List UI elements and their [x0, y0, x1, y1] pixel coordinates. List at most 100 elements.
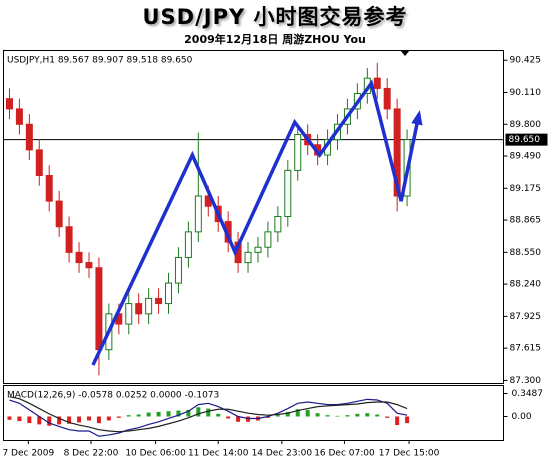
candle-body	[45, 175, 53, 202]
last-price-box	[505, 133, 548, 146]
candle-body	[284, 169, 292, 217]
price-panel	[3, 50, 504, 384]
candle-body	[294, 134, 302, 171]
candle-body	[373, 77, 381, 89]
macd-histogram-bar	[67, 416, 72, 424]
candle-body	[194, 195, 202, 233]
macd-histogram-bar	[166, 411, 171, 417]
macd-histogram-bar	[77, 416, 82, 423]
macd-histogram-bar	[136, 414, 141, 417]
candle-body	[393, 108, 401, 197]
macd-histogram-bar	[375, 414, 380, 417]
x-tick-label: 17 Dec 15:00	[379, 449, 440, 459]
macd-histogram-bar	[196, 407, 201, 417]
macd-histogram-bar	[57, 416, 62, 425]
candle-body	[15, 108, 23, 125]
zigzag-arrowhead	[411, 110, 423, 126]
candle-body	[383, 87, 391, 110]
macd-histogram-bar	[126, 415, 131, 417]
y-tick-label: 0.00	[512, 412, 532, 422]
macd-histogram-bar	[315, 413, 320, 417]
macd-histogram-bar	[265, 416, 270, 418]
chart-title: USD/JPY 小时图交易参考	[143, 5, 408, 29]
macd-histogram-bar	[236, 416, 241, 422]
zigzag-line	[91, 79, 421, 366]
shift-marker	[400, 50, 410, 56]
macd-histogram-bar	[365, 413, 370, 417]
macd-histogram-bar	[246, 416, 251, 422]
candle-body	[274, 215, 282, 233]
macd-histogram-bar	[156, 411, 161, 417]
candle-body	[55, 200, 63, 228]
candle-body	[85, 262, 93, 269]
candle-body	[145, 297, 153, 315]
chart-subtitle: 2009年12月18日 周游ZHOU You	[184, 32, 366, 46]
x-tick-label: 11 Dec 14:00	[188, 449, 249, 459]
candle-body	[65, 226, 73, 253]
macd-histogram-bar	[106, 416, 111, 421]
candle-body	[174, 256, 182, 284]
macd-histogram-bar	[295, 409, 300, 417]
macd-histogram-bar	[186, 409, 191, 417]
y-tick-label: 88.240	[510, 280, 542, 290]
macd-histogram-bar	[17, 416, 22, 422]
candle-body	[264, 231, 272, 248]
y-tick-label: 90.425	[510, 56, 542, 66]
candle-body	[75, 251, 83, 264]
candle-body	[244, 251, 252, 264]
candle-body	[184, 231, 192, 258]
macd-histogram-bar	[96, 416, 101, 424]
candle-body	[254, 246, 262, 253]
x-tick-label: 16 Dec 07:00	[314, 449, 375, 459]
macd-histogram-bar	[116, 416, 121, 418]
macd-histogram-bar	[37, 416, 42, 425]
price-header: USDJPY,H1 89.567 89.907 89.518 89.650	[7, 56, 193, 66]
y-tick-label: 87.925	[510, 312, 542, 322]
macd-histogram-bar	[405, 416, 410, 424]
macd-histogram-bar	[176, 410, 181, 417]
macd-histogram-bar	[325, 415, 330, 417]
macd-header: MACD(12,26,9) -0.0578 0.0252 0.0000 -0.1…	[7, 391, 219, 401]
candle-body	[95, 267, 103, 351]
macd-histogram-bar	[335, 415, 340, 417]
macd-histogram-bar	[27, 416, 32, 424]
y-tick-label: 88.865	[510, 216, 542, 226]
candle-body	[25, 123, 33, 151]
macd-histogram-bar	[385, 416, 390, 418]
y-tick-label: 89.175	[510, 184, 542, 194]
candle-body	[135, 303, 143, 315]
signal-line	[9, 396, 408, 433]
y-tick-label: 89.490	[510, 152, 542, 162]
macd-histogram-bar	[285, 411, 290, 417]
macd-histogram-bar	[216, 413, 221, 417]
y-tick-label: 90.110	[510, 88, 542, 98]
macd-histogram-bar	[226, 416, 231, 419]
candle-body	[155, 297, 163, 305]
y-tick-label: 88.550	[510, 248, 542, 258]
x-tick-label: 14 Dec 23:00	[252, 449, 313, 459]
macd-histogram-bar	[47, 416, 52, 426]
last-price-label: 89.650	[509, 135, 541, 145]
x-tick-label: 8 Dec 22:00	[64, 449, 119, 459]
candle-body	[125, 303, 133, 325]
macd-histogram-bar	[355, 413, 360, 417]
candle-body	[5, 98, 13, 110]
macd-histogram-bar	[7, 416, 12, 420]
macd-histogram-bar	[275, 415, 280, 417]
y-tick-label: 0.3487	[512, 389, 544, 399]
y-tick-label: 87.300	[510, 376, 542, 386]
candle-body	[165, 282, 173, 305]
macd-histogram-bar	[395, 416, 400, 426]
y-tick-label: 87.615	[510, 344, 542, 354]
macd-line	[9, 398, 408, 437]
macd-histogram-bar	[86, 416, 91, 421]
x-tick-label: 7 Dec 2009	[2, 449, 54, 459]
candle-body	[35, 149, 43, 177]
macd-histogram-bar	[206, 408, 211, 417]
macd-histogram-bar	[345, 415, 350, 417]
y-tick-label: 89.800	[510, 120, 542, 130]
x-tick-label: 10 Dec 06:00	[125, 449, 186, 459]
